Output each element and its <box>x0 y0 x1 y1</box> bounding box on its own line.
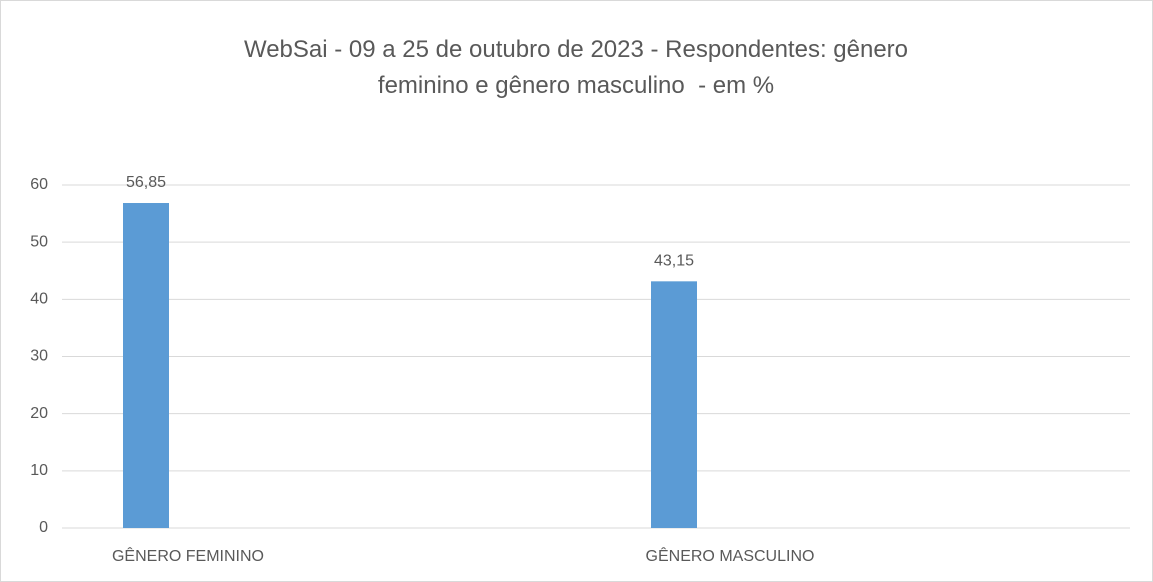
y-tick-label: 40 <box>30 291 48 308</box>
bar <box>651 281 697 528</box>
y-tick-label: 10 <box>30 462 48 479</box>
x-tick-label: GÊNERO FEMININO <box>112 546 264 565</box>
x-tick-label: GÊNERO MASCULINO <box>646 546 815 565</box>
value-label: 43,15 <box>654 253 694 270</box>
bar <box>123 203 169 528</box>
y-tick-label: 50 <box>30 233 48 250</box>
chart-title: WebSai - 09 a 25 de outubro de 2023 - Re… <box>243 36 915 99</box>
y-tick-label: 20 <box>30 405 48 422</box>
y-tick-label: 0 <box>39 519 48 536</box>
y-tick-label: 60 <box>30 176 48 193</box>
y-tick-label: 30 <box>30 348 48 365</box>
value-label: 56,85 <box>126 174 166 191</box>
